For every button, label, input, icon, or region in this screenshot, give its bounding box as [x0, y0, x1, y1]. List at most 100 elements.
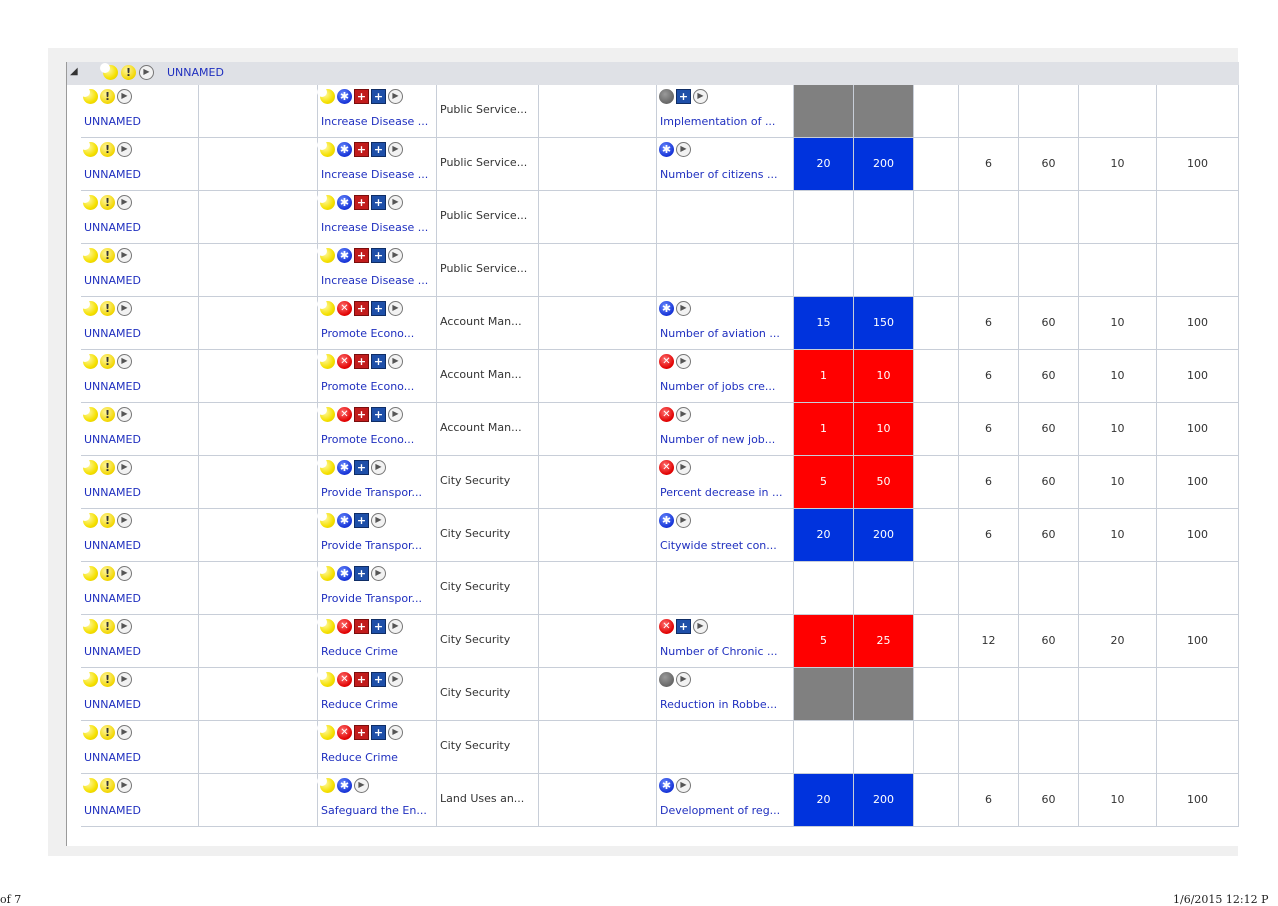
status-icons: ! ▶ — [80, 669, 132, 687]
row-name-link[interactable]: UNNAMED — [84, 592, 141, 605]
table-row[interactable]: ! ▶ UNNAMED ✱ + ▶ Provide Transpor... City Secu… — [80, 562, 1239, 615]
objective-link[interactable]: Reduce Crime — [321, 645, 398, 658]
table-row[interactable]: ! ▶ UNNAMED ✱ + + ▶ Increase Disease ... Public … — [80, 244, 1239, 297]
table-row[interactable]: ! ▶ UNNAMED ✕ + + ▶ Promote Econo... Account Man… — [80, 297, 1239, 350]
moon-icon — [317, 616, 335, 634]
empty-cell — [199, 244, 318, 296]
row-name-link[interactable]: UNNAMED — [84, 698, 141, 711]
grey-circle-icon — [659, 671, 674, 687]
row-name-link[interactable]: UNNAMED — [84, 327, 141, 340]
empty-cell — [539, 562, 657, 614]
row-name-link[interactable]: UNNAMED — [84, 486, 141, 499]
status-icons: ! ▶ — [80, 245, 132, 263]
measure-cell: ✱ ▶ Development of reg... — [657, 774, 794, 826]
status-icons: ✱ ▶ — [659, 300, 691, 316]
row-name-link[interactable]: UNNAMED — [84, 115, 141, 128]
target-value: 10 — [876, 422, 891, 435]
moon-icon — [80, 404, 98, 422]
perspective-text: Account Man... — [440, 421, 522, 434]
row-name-link[interactable]: UNNAMED — [84, 645, 141, 658]
table-row[interactable]: ! ▶ UNNAMED ✕ + + ▶ Promote Econo... Account Man… — [80, 350, 1239, 403]
objective-link[interactable]: Increase Disease ... — [321, 221, 429, 234]
objective-link[interactable]: Promote Econo... — [321, 380, 415, 393]
row-name-link[interactable]: UNNAMED — [84, 274, 141, 287]
table-row[interactable]: ! ▶ UNNAMED ✱ + ▶ Provide Transpor... City Secu… — [80, 456, 1239, 509]
measure-link[interactable]: Percent decrease in ... — [660, 486, 783, 499]
status-icons: ✕ + + ▶ — [317, 404, 403, 422]
row-name-link[interactable]: UNNAMED — [84, 168, 141, 181]
objective-link[interactable]: Reduce Crime — [321, 751, 398, 764]
measure-link[interactable]: Number of jobs cre... — [660, 380, 776, 393]
value-3: 6 — [985, 475, 992, 488]
table-row[interactable]: ! ▶ UNNAMED ✕ + + ▶ Reduce Crime City Security ✕ +… — [80, 615, 1239, 668]
name-cell: ! ▶ UNNAMED — [80, 244, 199, 296]
value-5: 10 — [1110, 422, 1125, 435]
moon-icon — [80, 563, 98, 581]
table-row[interactable]: ! ▶ UNNAMED ✱ + + ▶ Increase Disease ... Public … — [80, 85, 1239, 138]
table-row[interactable]: ! ▶ UNNAMED ✱ + + ▶ Increase Disease ... Public … — [80, 138, 1239, 191]
moon-icon — [80, 616, 98, 634]
value-5: 10 — [1110, 528, 1125, 541]
warning-icon: ! — [100, 247, 115, 263]
row-name-link[interactable]: UNNAMED — [84, 380, 141, 393]
table-row[interactable]: ! ▶ UNNAMED ✕ + + ▶ Promote Econo... Account Man… — [80, 403, 1239, 456]
value-cell — [1079, 191, 1157, 243]
objective-link[interactable]: Reduce Crime — [321, 698, 398, 711]
objective-link[interactable]: Promote Econo... — [321, 327, 415, 340]
row-name-link[interactable]: UNNAMED — [84, 804, 141, 817]
status-icons: ✕ + + ▶ — [317, 722, 403, 740]
measure-link[interactable]: Implementation of ... — [660, 115, 776, 128]
row-name-link[interactable]: UNNAMED — [84, 539, 141, 552]
table-row[interactable]: ! ▶ UNNAMED ✱ + + ▶ Increase Disease ... Public … — [80, 191, 1239, 244]
target-cell — [854, 244, 914, 296]
objective-link[interactable]: Increase Disease ... — [321, 115, 429, 128]
status-icons: ! ▶ — [80, 192, 132, 210]
blue-star-icon: ✱ — [659, 777, 674, 793]
actual-value: 20 — [816, 157, 831, 170]
group-name[interactable]: UNNAMED — [167, 66, 224, 79]
row-name-link[interactable]: UNNAMED — [84, 221, 141, 234]
empty-cell — [914, 244, 959, 296]
value-cell: 60 — [1019, 509, 1079, 561]
table-row[interactable]: ! ▶ UNNAMED ✕ + + ▶ Reduce Crime City Security — [80, 721, 1239, 774]
arrow-icon: ▶ — [388, 618, 403, 634]
measure-link[interactable]: Number of aviation ... — [660, 327, 780, 340]
name-cell: ! ▶ UNNAMED — [80, 668, 199, 720]
objective-link[interactable]: Promote Econo... — [321, 433, 415, 446]
value-cell: 10 — [1079, 509, 1157, 561]
red-x-icon: ✕ — [659, 459, 674, 475]
empty-cell — [199, 138, 318, 190]
measure-link[interactable]: Number of citizens ... — [660, 168, 778, 181]
red-x-icon: ✕ — [337, 618, 352, 634]
blue-star-icon: ✱ — [337, 565, 352, 581]
measure-link[interactable]: Development of reg... — [660, 804, 781, 817]
value-4: 60 — [1041, 157, 1056, 170]
perspective-cell: Public Service... — [437, 138, 539, 190]
row-name-link[interactable]: UNNAMED — [84, 433, 141, 446]
empty-cell — [199, 562, 318, 614]
table-row[interactable]: ! ▶ UNNAMED ✱ + ▶ Provide Transpor... City Secu… — [80, 509, 1239, 562]
objective-link[interactable]: Provide Transpor... — [321, 592, 423, 605]
moon-icon — [317, 404, 335, 422]
value-5: 20 — [1110, 634, 1125, 647]
measure-link[interactable]: Number of Chronic ... — [660, 645, 778, 658]
empty-cell — [914, 562, 959, 614]
measure-link[interactable]: Number of new job... — [660, 433, 776, 446]
objective-link[interactable]: Increase Disease ... — [321, 274, 429, 287]
row-name-link[interactable]: UNNAMED — [84, 751, 141, 764]
objective-cell: ✕ + + ▶ Reduce Crime — [317, 668, 437, 720]
measure-link[interactable]: Citywide street con... — [660, 539, 777, 552]
objective-link[interactable]: Provide Transpor... — [321, 486, 423, 499]
collapse-triangle-icon[interactable]: ◢ — [70, 66, 78, 77]
objective-link[interactable]: Increase Disease ... — [321, 168, 429, 181]
arrow-icon: ▶ — [117, 247, 132, 263]
moon-icon — [317, 298, 335, 316]
measure-link[interactable]: Reduction in Robbe... — [660, 698, 778, 711]
objective-link[interactable]: Safeguard the En... — [321, 804, 427, 817]
empty-cell — [539, 350, 657, 402]
actual-value: 1 — [820, 369, 827, 382]
group-header[interactable]: ◢ ! ▶ UNNAMED — [67, 62, 1239, 85]
table-row[interactable]: ! ▶ UNNAMED ✱ ▶ Safeguard the En... Land Uses … — [80, 774, 1239, 827]
table-row[interactable]: ! ▶ UNNAMED ✕ + + ▶ Reduce Crime City Security ▶ R… — [80, 668, 1239, 721]
objective-link[interactable]: Provide Transpor... — [321, 539, 423, 552]
